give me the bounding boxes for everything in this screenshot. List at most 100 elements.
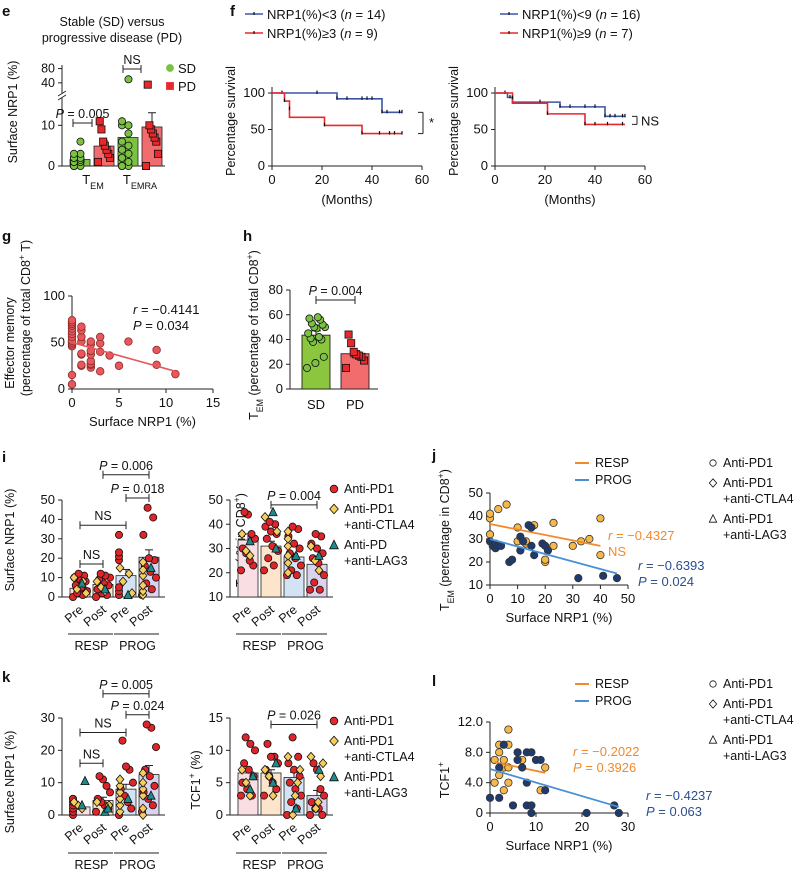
circle-point bbox=[118, 117, 127, 126]
significance-bracket: NS bbox=[79, 717, 127, 737]
p-value-label: NS bbox=[94, 509, 111, 523]
legend-label: Anti-PD1 bbox=[344, 482, 394, 496]
anti-ctla4-point bbox=[138, 790, 148, 801]
anti-pd1-point bbox=[269, 561, 278, 570]
anti-pd1-point bbox=[266, 752, 275, 761]
anti-pd1-point bbox=[150, 781, 159, 790]
text-span: = −0.2022 bbox=[577, 744, 639, 759]
anti-lag3-point bbox=[146, 790, 156, 800]
anti-ctla4-point bbox=[138, 767, 148, 778]
anti-ctla4-point bbox=[268, 790, 278, 801]
y-tick-label: 10 bbox=[41, 118, 55, 132]
anti-ctla4-point bbox=[283, 541, 293, 552]
legend-label: SD bbox=[178, 61, 196, 76]
y-axis-label: TCF1+ bbox=[436, 762, 452, 798]
circle-point bbox=[311, 359, 320, 368]
panel-g: g Effector memory (percentage of total CD8… bbox=[2, 228, 220, 429]
x-tick-label: Pre bbox=[62, 603, 86, 626]
p-value-label-prog: P = 0.024 bbox=[638, 574, 694, 589]
anti-ctla4-point bbox=[69, 797, 79, 808]
anti-pd1-point bbox=[305, 585, 314, 594]
y-tick-label: 10 bbox=[209, 742, 223, 757]
text-span: EM bbox=[446, 590, 456, 603]
anti-ctla4-point bbox=[272, 526, 282, 537]
text-span: ) bbox=[247, 250, 261, 254]
anti-ctla4-point bbox=[69, 572, 79, 583]
group-label: PROG bbox=[287, 639, 324, 653]
r-value-label-resp: r = −0.2022 bbox=[573, 744, 640, 759]
y-tick-label: 20 bbox=[41, 742, 55, 757]
text-span: = 0.063 bbox=[655, 804, 702, 819]
legend-marker-pd bbox=[166, 82, 174, 90]
legend-label: +anti-CTLA4 bbox=[723, 713, 794, 727]
text-span: = −0.4141 bbox=[137, 302, 199, 317]
anti-pd1-point bbox=[106, 788, 115, 797]
regression-line-prog bbox=[489, 768, 620, 808]
resp-point bbox=[549, 518, 558, 528]
text-span: NRP1(%)<9 ( bbox=[522, 7, 600, 22]
circle-point bbox=[118, 153, 127, 162]
survival-curve bbox=[495, 92, 625, 118]
y-tick-label: 80 bbox=[269, 282, 283, 297]
square-point bbox=[94, 157, 103, 166]
anti-ctla4-point bbox=[260, 764, 270, 775]
panel-label: e bbox=[2, 3, 10, 20]
y-axis-label: Percentage survival bbox=[224, 66, 238, 176]
text-span: n bbox=[599, 26, 606, 41]
anti-ctla4-point bbox=[241, 777, 251, 788]
regression-line-resp bbox=[489, 523, 601, 547]
significance-bracket: P = 0.024 bbox=[111, 699, 164, 719]
y-tick-label: 40 bbox=[269, 332, 283, 347]
prog-point bbox=[614, 808, 623, 818]
anti-pd1-point bbox=[115, 548, 124, 557]
text-span: NRP1(%)≥3 ( bbox=[267, 26, 345, 41]
anti-lag3-point bbox=[245, 783, 255, 794]
circle-point bbox=[124, 129, 133, 138]
square-point bbox=[145, 121, 154, 130]
panel-label: h bbox=[243, 228, 252, 245]
anti-pd1-point bbox=[316, 785, 325, 794]
text-span: EM bbox=[90, 181, 104, 191]
legend-marker bbox=[329, 716, 339, 726]
anti-pd1-point bbox=[236, 566, 245, 575]
resp-point bbox=[541, 763, 550, 772]
anti-pd1-point bbox=[264, 554, 273, 563]
anti-ctla4-point bbox=[138, 564, 148, 575]
p-value-label: P = 0.004 bbox=[309, 284, 363, 298]
legend-shape-diamond bbox=[708, 699, 718, 709]
legend-label: Anti-PD1 bbox=[723, 476, 773, 490]
prog-point bbox=[495, 793, 504, 802]
resp-point bbox=[485, 509, 495, 518]
legend-marker-sd bbox=[166, 64, 174, 72]
y-tick-label: 80 bbox=[41, 62, 55, 76]
anti-ctla4-point bbox=[115, 787, 125, 798]
square-point bbox=[95, 117, 104, 126]
circle-point bbox=[76, 137, 85, 146]
resp-point bbox=[499, 786, 508, 795]
p-value-label: NS bbox=[83, 548, 100, 562]
y-tick-label: 30 bbox=[469, 531, 483, 546]
x-tick-label: 0 bbox=[491, 172, 498, 187]
circle-point bbox=[124, 157, 133, 166]
prog-point bbox=[527, 808, 536, 818]
prog-point bbox=[541, 786, 550, 795]
circle-point bbox=[70, 149, 79, 158]
significance-bracket: NS bbox=[79, 548, 104, 569]
x-tick-label: 20 bbox=[315, 172, 329, 187]
significance-bracket: P = 0.026 bbox=[267, 708, 321, 729]
legend-label: NRP1(%)<3 (n = 14) bbox=[267, 7, 386, 22]
legend-marker bbox=[329, 484, 339, 494]
anti-pd1-point bbox=[247, 529, 256, 538]
anti-pd1-point bbox=[92, 593, 101, 602]
x-tick-label: Post bbox=[249, 820, 278, 847]
anti-lag3-point bbox=[146, 562, 156, 572]
x-tick-label: 5 bbox=[115, 395, 122, 410]
y-tick-label: 30 bbox=[209, 541, 223, 556]
text-span: P bbox=[638, 574, 647, 589]
y-axis-label: TCF1+ (%) bbox=[187, 750, 203, 809]
x-tick-label: Pre bbox=[62, 821, 86, 844]
legend-marker bbox=[329, 503, 339, 515]
significance-bracket: NS bbox=[79, 509, 127, 530]
y-axis-label: Surface NRP1 (%) bbox=[3, 731, 17, 834]
anti-pd1-point bbox=[148, 801, 157, 810]
